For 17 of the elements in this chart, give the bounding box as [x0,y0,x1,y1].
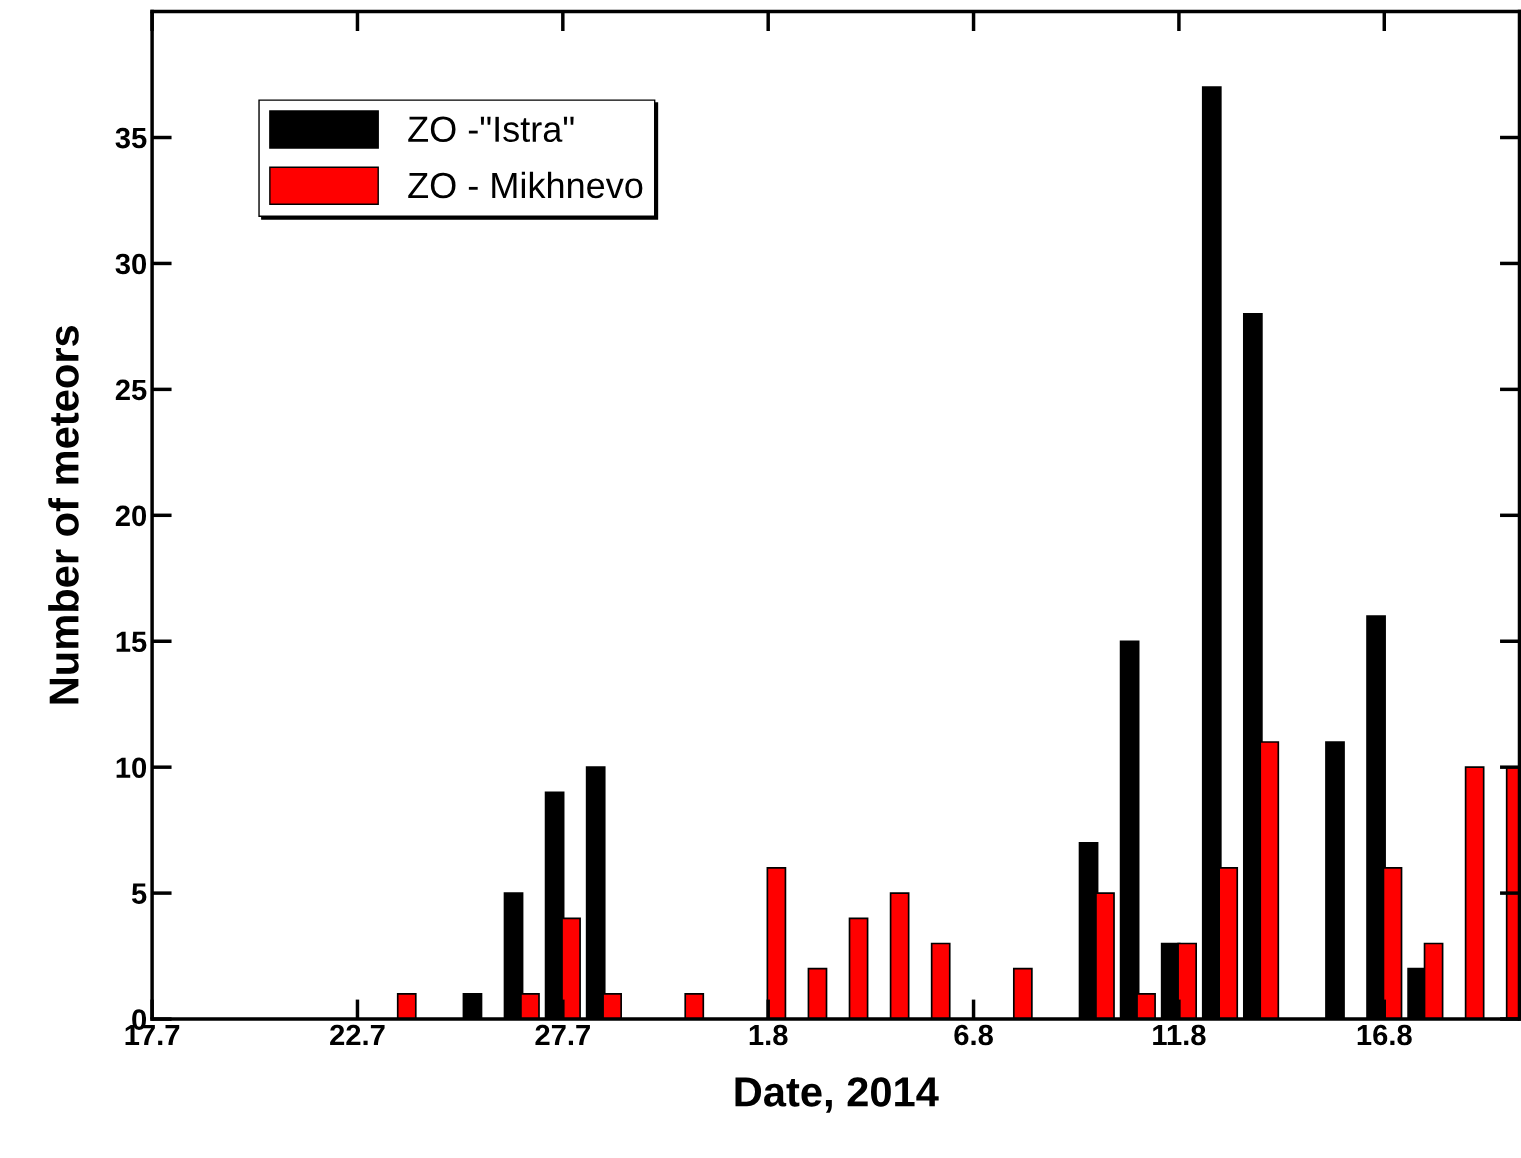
x-tick-label: 16.8 [1357,1024,1412,1046]
y-tick-label: 30 [115,253,147,275]
x-tick-label: 11.8 [1153,1024,1206,1046]
x-tick-label: 1.8 [749,1024,788,1046]
legend-label: ZO - Mikhnevo [408,171,643,199]
x-tick-label: 22.7 [330,1024,385,1046]
y-tick-label: 35 [115,127,147,149]
legend-label: ZO -"Istra" [408,116,574,143]
y-tick-label: 25 [115,379,147,401]
y-tick-label: 15 [116,631,147,653]
x-tick-label: 6.8 [954,1024,993,1046]
x-tick-label: 27.7 [535,1024,590,1046]
y-tick-label: 20 [115,505,147,527]
y-tick-label: 10 [116,757,147,779]
y-axis-title: Number of meteors [48,326,79,704]
x-axis-title: Date, 2014 [735,1077,939,1113]
y-tick-label: 5 [131,883,147,904]
